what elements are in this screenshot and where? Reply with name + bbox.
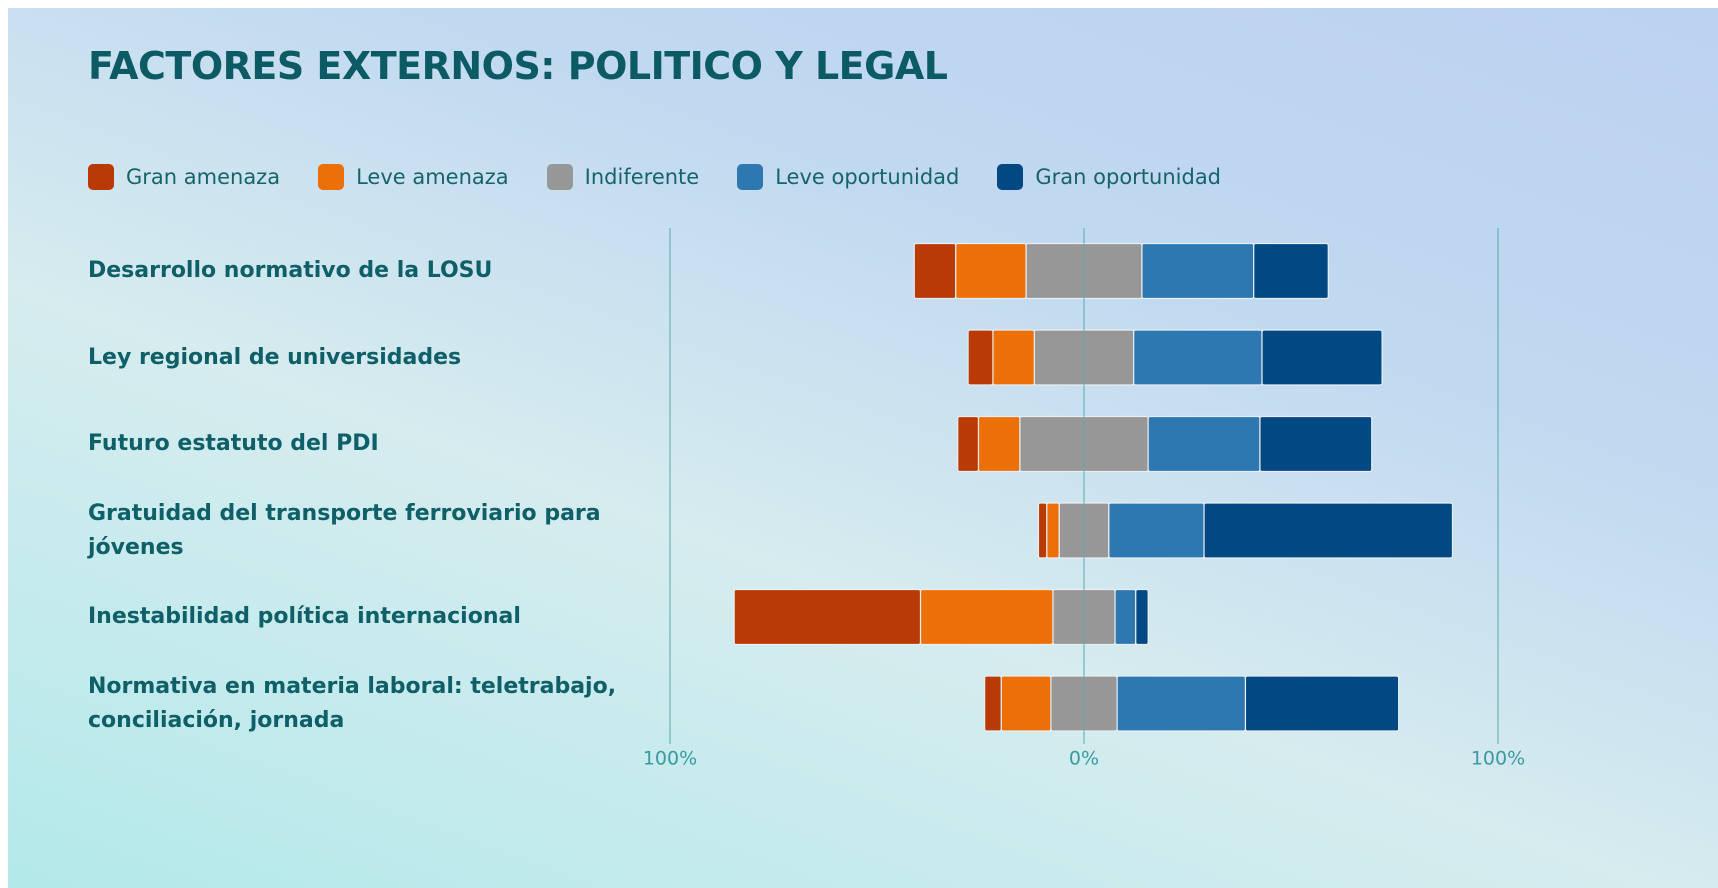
- legend-item: Indiferente: [546, 164, 700, 190]
- legend: Gran amenaza Leve amenaza Indiferente Leve …: [88, 164, 1221, 190]
- bar-segment: [955, 242, 1027, 300]
- bar-segment: [1203, 502, 1454, 559]
- bar-segment: [957, 415, 980, 473]
- bar-segment: [967, 329, 994, 386]
- bar-segment: [913, 242, 957, 300]
- panel: FACTORES EXTERNOS: POLITICO Y LEGAL Gran…: [8, 8, 1718, 888]
- x-tick-label: 100%: [1471, 748, 1525, 770]
- bar-segment: [1135, 588, 1149, 646]
- bar-segment: [919, 588, 1054, 646]
- legend-label: Leve amenaza: [356, 165, 509, 189]
- bar-segment: [1046, 502, 1060, 559]
- bar-segment: [733, 588, 922, 646]
- legend-label: Gran oportunidad: [1035, 165, 1222, 189]
- legend-item: Leve oportunidad: [737, 164, 959, 190]
- bar-segment: [1114, 588, 1137, 646]
- legend-item: Leve amenaza: [318, 164, 509, 190]
- bar-segment: [1108, 502, 1205, 559]
- legend-swatch: [997, 164, 1024, 190]
- category-label: Ley regional de universidades: [88, 344, 462, 370]
- category-label: Futuro estatuto del PDI: [88, 431, 379, 456]
- legend-label: Gran amenaza: [126, 165, 281, 189]
- bar-segment: [1116, 675, 1247, 732]
- bar-segment: [984, 675, 1002, 732]
- legend-label: Leve oportunidad: [775, 165, 960, 189]
- legend-swatch: [88, 164, 114, 190]
- chart-title: FACTORES EXTERNOS: POLITICO Y LEGAL: [88, 44, 948, 88]
- category-label: Gratuidad del transporte ferroviario par…: [88, 500, 601, 560]
- legend-label: Indiferente: [584, 165, 700, 189]
- category-label: Normativa en materia laboral: teletrabaj…: [88, 673, 617, 733]
- legend-item: Gran amenaza: [88, 164, 280, 190]
- bar-segment: [1244, 675, 1400, 732]
- bar-segment: [977, 415, 1021, 473]
- legend-swatch: [318, 164, 345, 190]
- legend-swatch: [737, 164, 764, 190]
- bar-segment: [1259, 415, 1373, 473]
- legend-swatch: [546, 164, 573, 190]
- bar-segment: [1037, 502, 1048, 559]
- bar-segment: [1000, 675, 1052, 732]
- bar-segment: [992, 329, 1035, 386]
- x-tick-label: 0%: [1069, 748, 1099, 770]
- category-label: Inestabilidad política internacional: [88, 604, 521, 629]
- category-label: Desarrollo normativo de la LOSU: [88, 258, 493, 283]
- bar-segment: [1141, 242, 1255, 300]
- x-tick-label: 100%: [643, 748, 697, 770]
- bar-segment: [1133, 329, 1263, 386]
- bar-segment: [1261, 329, 1383, 386]
- bar-segment: [1253, 242, 1329, 300]
- bar-segment: [1147, 415, 1261, 473]
- chart: 100% 0% 100%: [643, 228, 1525, 770]
- legend-item: Gran oportunidad: [997, 164, 1221, 190]
